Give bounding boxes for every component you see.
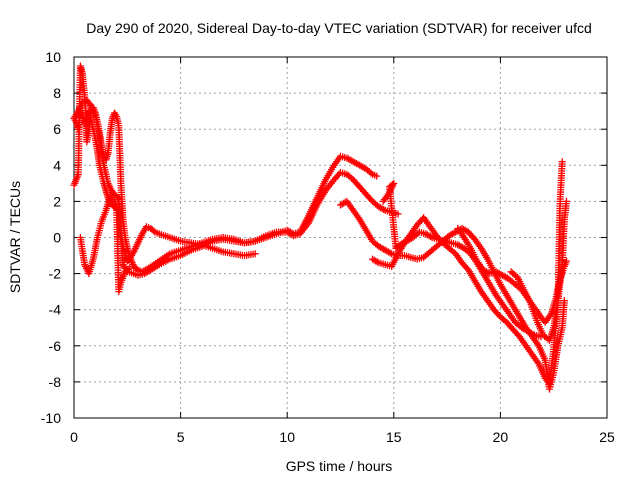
data-point: [529, 330, 537, 338]
x-tick-label: 5: [177, 429, 185, 445]
y-tick-label: 2: [53, 193, 61, 209]
axis-ticks: 0 5 10 15 20 25 -10 -8 -6 -4 -2 0 2 4 6 8 10: [41, 49, 615, 445]
data-point: [367, 169, 375, 177]
data-point: [414, 229, 422, 237]
data-point: [562, 197, 570, 205]
data-point: [150, 227, 158, 235]
x-tick-label: 0: [70, 429, 78, 445]
series-track-d: [76, 192, 133, 296]
data-point: [380, 206, 388, 214]
x-tick-label: 15: [386, 429, 402, 445]
data-point: [386, 249, 394, 257]
y-tick-label: 0: [53, 230, 61, 246]
y-axis-label: SDTVAR / TECUs: [7, 181, 23, 293]
y-tick-label: 10: [45, 49, 61, 65]
x-tick-label: 10: [279, 429, 295, 445]
y-tick-label: -6: [49, 338, 62, 354]
series-track-h: [507, 197, 570, 344]
y-tick-label: 6: [53, 121, 61, 137]
data-point: [124, 265, 132, 273]
x-tick-label: 25: [599, 429, 615, 445]
series-track-i: [379, 179, 545, 341]
data-point: [427, 233, 435, 241]
data-point: [133, 265, 141, 273]
series-track-c: [70, 96, 381, 279]
grid: [74, 57, 607, 418]
x-axis-label: GPS time / hours: [286, 458, 393, 474]
y-tick-label: 4: [53, 157, 61, 173]
data-points: [70, 62, 570, 393]
chart-title: Day 290 of 2020, Sidereal Day-to-day VTE…: [86, 20, 592, 36]
data-point: [394, 210, 402, 218]
y-tick-label: -2: [49, 266, 62, 282]
data-point: [562, 257, 570, 265]
data-point: [373, 258, 381, 266]
data-point: [251, 250, 259, 258]
y-tick-label: -10: [41, 410, 61, 426]
data-point: [373, 172, 381, 180]
data-point: [537, 333, 545, 341]
data-point: [560, 297, 568, 305]
y-tick-label: -8: [49, 374, 62, 390]
data-point: [558, 158, 566, 166]
y-tick-label: -4: [49, 302, 62, 318]
x-tick-label: 20: [493, 429, 509, 445]
data-point: [125, 264, 133, 272]
y-tick-label: 8: [53, 85, 61, 101]
data-point: [387, 182, 395, 190]
